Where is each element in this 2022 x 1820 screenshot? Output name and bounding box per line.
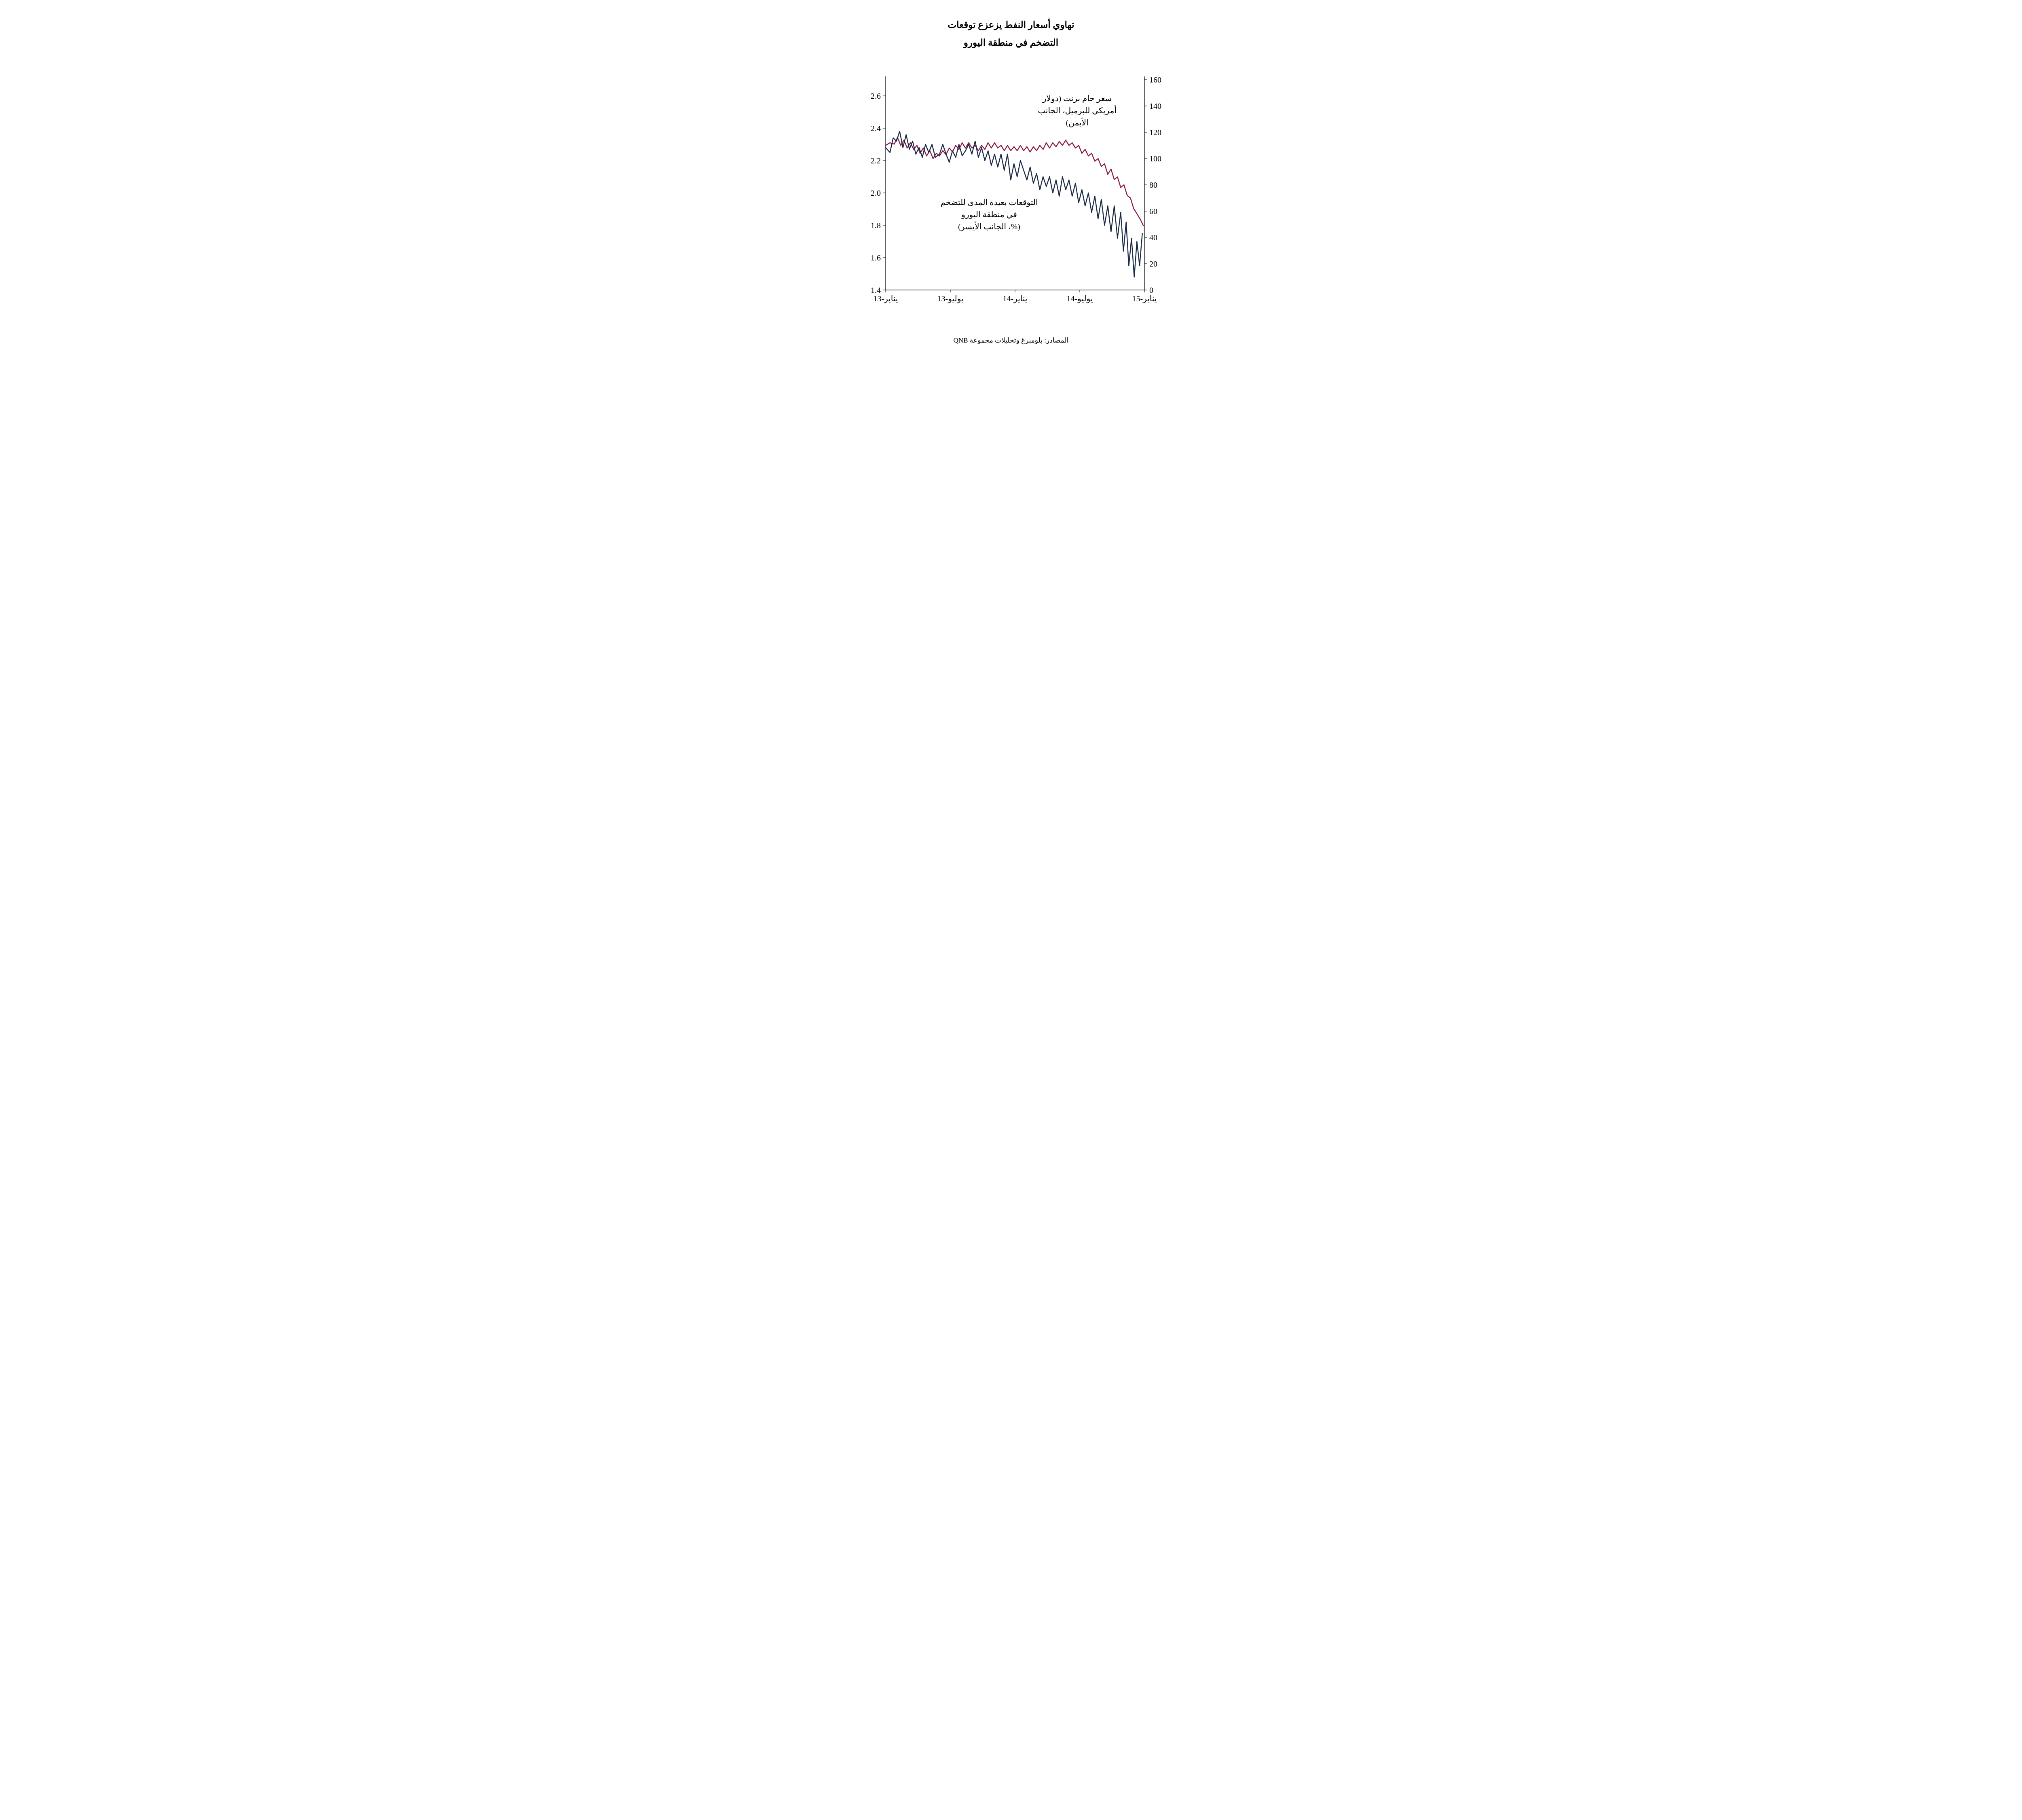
svg-text:20: 20 [1149, 260, 1157, 269]
svg-text:2.6: 2.6 [871, 92, 881, 101]
svg-text:يناير-13: يناير-13 [874, 294, 898, 303]
svg-text:2.0: 2.0 [871, 189, 881, 198]
inflation-series-label: التوقعات بعيدة المدى للتضخم في منطقة الي… [933, 197, 1046, 233]
svg-text:60: 60 [1149, 207, 1157, 216]
svg-text:يوليو-13: يوليو-13 [937, 294, 963, 303]
svg-text:يوليو-14: يوليو-14 [1066, 294, 1093, 303]
svg-text:160: 160 [1149, 76, 1161, 85]
svg-text:100: 100 [1149, 154, 1161, 163]
svg-text:1.4: 1.4 [871, 286, 881, 295]
svg-text:1.8: 1.8 [871, 221, 881, 230]
svg-text:1.6: 1.6 [871, 254, 881, 262]
svg-text:80: 80 [1149, 181, 1157, 190]
svg-text:يناير-15: يناير-15 [1132, 294, 1157, 303]
svg-text:120: 120 [1149, 128, 1161, 137]
svg-text:0: 0 [1149, 286, 1153, 295]
brent-series-label: سعر خام برنت (دولار أمريكي للبرميل، الجا… [1021, 93, 1134, 129]
svg-text:2.4: 2.4 [871, 124, 881, 133]
svg-text:يناير-14: يناير-14 [1003, 294, 1028, 303]
chart-area: 1.4 1.6 1.8 2.0 2.2 2.4 2.6 0 20 40 60 80 100 120 140 1… [853, 68, 1169, 314]
svg-text:40: 40 [1149, 233, 1157, 242]
chart-title: تهاوي أسعار النفط يزعزع توقعات التضخم في… [776, 16, 1246, 51]
title-line-2: التضخم في منطقة اليورو [776, 34, 1246, 52]
chart-source: المصادر: بلومبرغ وتحليلات مجموعة QNB [776, 336, 1246, 345]
title-line-1: تهاوي أسعار النفط يزعزع توقعات [776, 16, 1246, 34]
svg-text:140: 140 [1149, 102, 1161, 111]
page: تهاوي أسعار النفط يزعزع توقعات التضخم في… [768, 0, 1254, 361]
svg-text:2.2: 2.2 [871, 157, 881, 165]
